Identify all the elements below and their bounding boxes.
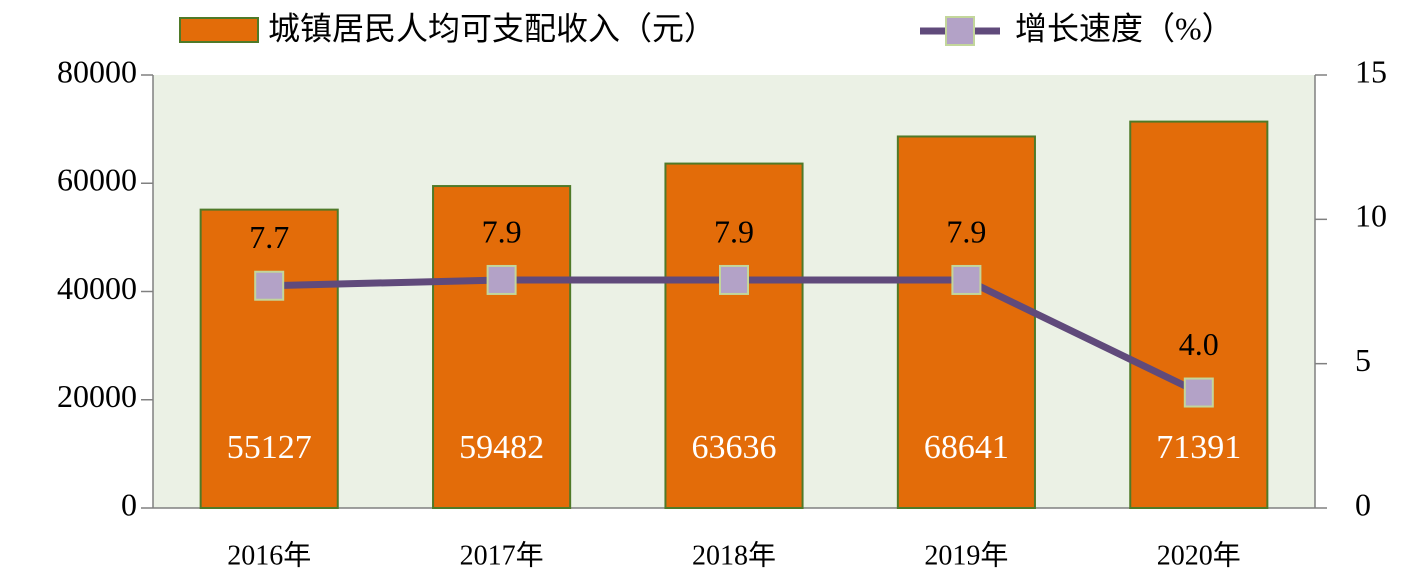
y-tick-label: 60000 (57, 162, 137, 198)
bar-value-label: 55127 (227, 429, 312, 466)
line-value-label: 7.9 (482, 213, 522, 249)
legend-label: 增长速度（%） (1015, 10, 1234, 46)
line-value-label: 7.7 (249, 219, 289, 255)
line-marker (254, 270, 285, 301)
y2-tick-label: 10 (1355, 198, 1387, 234)
bar-value-label: 71391 (1156, 429, 1241, 466)
legend-swatch (179, 17, 259, 43)
legend-marker (945, 16, 975, 46)
x-tick-label: 2020年 (1157, 539, 1241, 571)
line-marker (951, 264, 982, 295)
bar (896, 135, 1036, 509)
y-tick-label: 20000 (57, 378, 137, 414)
x-tick-label: 2016年 (227, 539, 311, 571)
line-value-label: 4.0 (1179, 326, 1219, 362)
y-tick-label: 80000 (57, 53, 137, 89)
legend-label: 城镇居民人均可支配收入（元） (268, 10, 716, 46)
x-tick-label: 2019年 (924, 539, 1008, 571)
line-marker (719, 264, 749, 295)
y-tick-label: 0 (121, 486, 137, 522)
line-value-label: 7.9 (714, 213, 754, 249)
bar-value-label: 59482 (459, 429, 544, 466)
y-tick-label: 40000 (57, 270, 137, 306)
bar-value-label: 68641 (924, 429, 1009, 466)
line-marker (1183, 377, 1214, 408)
line-value-label: 7.9 (946, 213, 986, 249)
bar-value-label: 63636 (692, 429, 777, 466)
x-tick-label: 2018年 (692, 539, 776, 571)
bar (664, 162, 804, 509)
y2-tick-label: 15 (1355, 53, 1387, 89)
bar (432, 185, 572, 509)
bar (199, 208, 339, 509)
line-marker (486, 264, 517, 295)
x-tick-label: 2017年 (460, 539, 544, 571)
y2-tick-label: 0 (1355, 486, 1371, 522)
y2-tick-label: 5 (1355, 342, 1371, 378)
bar (1129, 120, 1269, 509)
